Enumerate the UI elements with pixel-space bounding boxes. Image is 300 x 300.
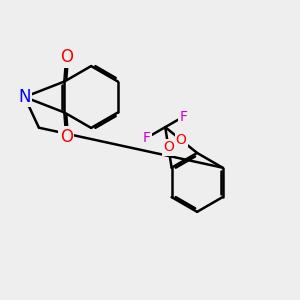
- Text: O: O: [176, 133, 187, 147]
- Text: N: N: [18, 88, 31, 106]
- Text: O: O: [163, 140, 174, 154]
- Text: F: F: [180, 110, 188, 124]
- Text: O: O: [60, 49, 73, 67]
- Text: O: O: [60, 128, 73, 146]
- Text: F: F: [143, 131, 151, 145]
